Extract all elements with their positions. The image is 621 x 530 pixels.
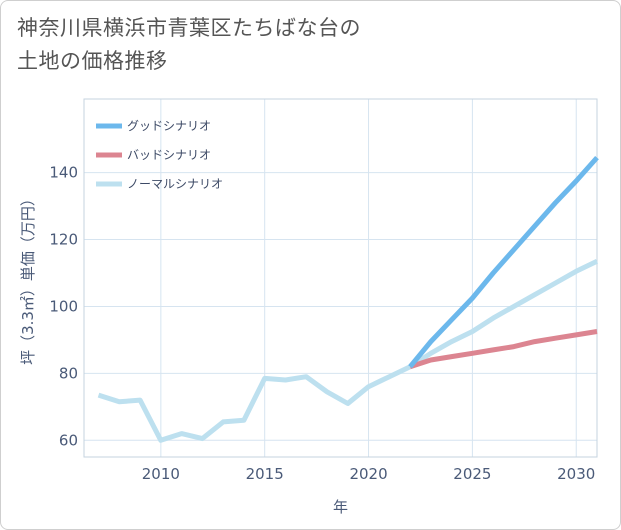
y-tick-label-120: 120 <box>49 231 78 249</box>
plot-area-frame <box>83 98 598 458</box>
y-tick-label-100: 100 <box>49 297 78 315</box>
chart-title: 神奈川県横浜市青葉区たちばな台の 土地の価格推移 <box>17 12 361 78</box>
x-tick-label-2010: 2010 <box>142 465 180 483</box>
chart-title-line1: 神奈川県横浜市青葉区たちばな台の <box>17 16 361 40</box>
x-tick-label-2030: 2030 <box>557 465 595 483</box>
legend-label-bad: バッドシナリオ <box>127 148 211 162</box>
x-tick-label-2025: 2025 <box>453 465 491 483</box>
series-line-good <box>408 155 599 369</box>
series-line-bad <box>409 329 598 370</box>
x-axis-label: 年 <box>333 498 348 516</box>
plot-border <box>83 98 598 458</box>
y-tick-label-60: 60 <box>59 431 78 449</box>
chart-title-line2: 土地の価格推移 <box>17 49 168 73</box>
y-tick-label-140: 140 <box>49 164 78 182</box>
y-tick-label-80: 80 <box>59 364 78 382</box>
legend-label-normal: ノーマルシナリオ <box>127 177 223 191</box>
series-lines <box>97 155 599 443</box>
y-tick-labels: 60 80 100 120 140 <box>49 164 78 450</box>
x-tick-labels: 2010 2015 2020 2025 2030 <box>142 465 596 483</box>
legend-label-good: グッドシナリオ <box>127 119 211 133</box>
x-tick-label-2020: 2020 <box>349 465 387 483</box>
y-axis-label: 坪（3.3㎡）単価（万円） <box>19 191 37 365</box>
x-tick-label-2015: 2015 <box>246 465 284 483</box>
series-line-normal <box>97 259 599 443</box>
